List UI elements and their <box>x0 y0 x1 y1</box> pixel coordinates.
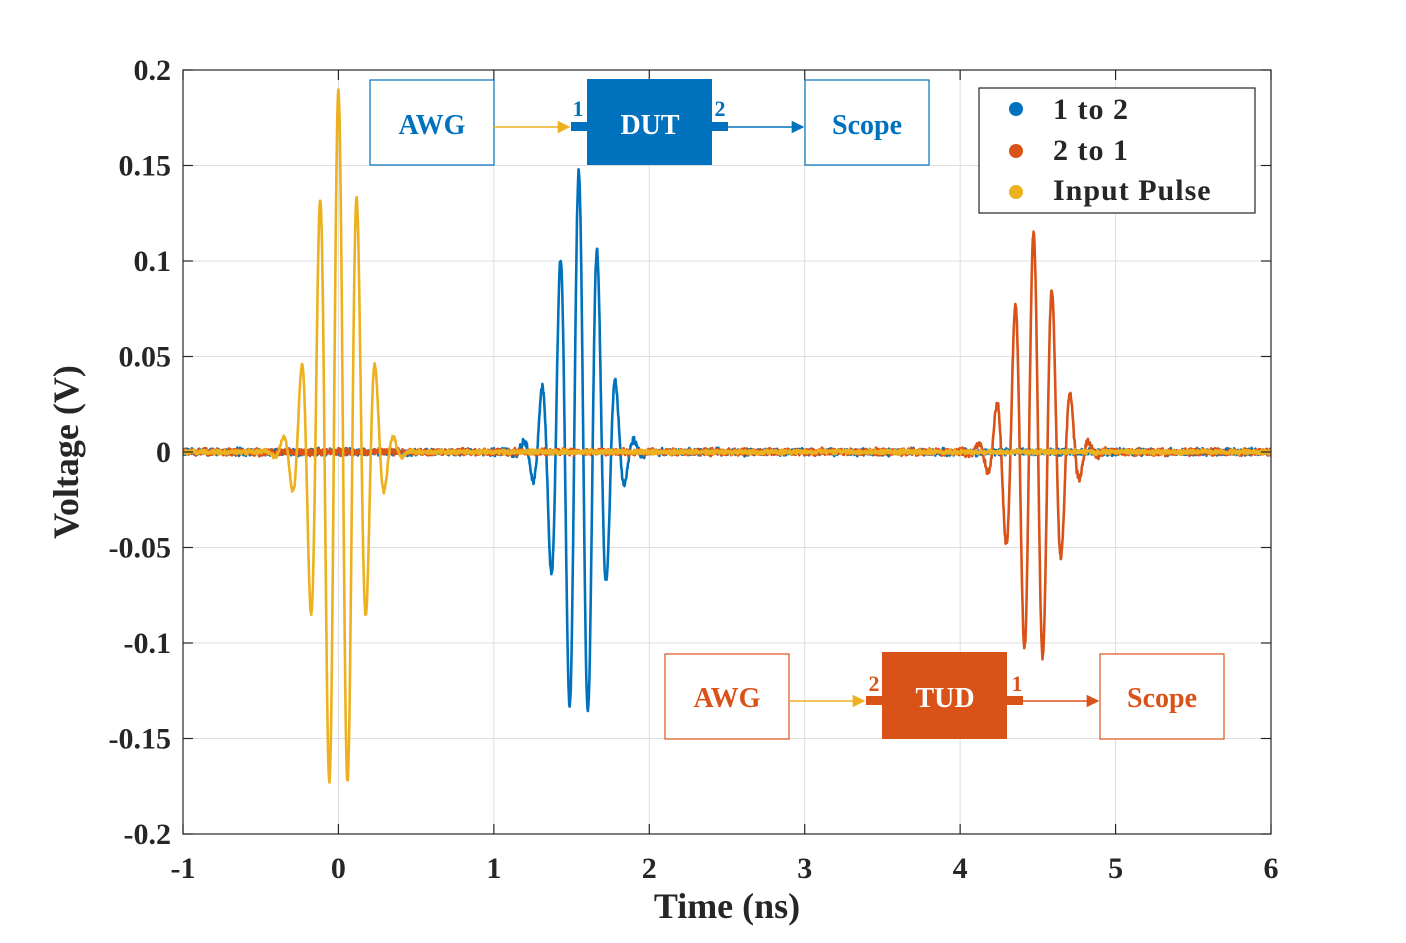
inset-top-awg-box <box>369 79 495 166</box>
y-tick-label: 0.2 <box>134 54 172 87</box>
inset-bottom-port-in-label: 2 <box>869 671 880 696</box>
x-tick-label: 2 <box>642 852 657 885</box>
inset-bottom-port-out-label: 1 <box>1012 671 1023 696</box>
y-tick-label: -0.15 <box>109 723 172 756</box>
inset-top-dut-box <box>587 79 712 165</box>
inset-top-port-in-label: 1 <box>573 96 584 121</box>
inset-bottom-tud-box <box>882 652 1007 739</box>
inset-top-port-in <box>571 122 588 131</box>
inset-bottom-scope-label: Scope <box>1127 683 1197 714</box>
legend-marker-2to1 <box>1009 144 1023 158</box>
y-tick-label: 0 <box>156 436 171 469</box>
x-tick-label: -1 <box>171 852 196 885</box>
y-tick-label: 0.1 <box>134 245 172 278</box>
inset-bottom-awg-box <box>664 653 790 740</box>
legend-label-2to1: 2 to 1 <box>1053 134 1129 167</box>
legend: 1 to 2 2 to 1 Input Pulse <box>978 87 1256 214</box>
series-layer <box>183 88 1271 784</box>
inset-top-dut-label: DUT <box>620 110 679 141</box>
ticks: -1 0 1 2 3 4 5 6 -0.2 -0.15 -0.1 -0.05 0 0.05 0.1 0.15 0… <box>109 54 1279 885</box>
inset-top-port-out <box>711 122 728 131</box>
inset-top-awg-label: AWG <box>399 110 466 141</box>
inset-top-diagram: AWG 1 DUT 2 Scope <box>369 79 930 166</box>
x-tick-label: 0 <box>331 852 346 885</box>
inset-bottom-scope-box <box>1099 653 1225 740</box>
legend-box <box>978 87 1256 214</box>
y-axis-label: Voltage (V) <box>46 365 86 539</box>
y-tick-label: 0.05 <box>119 341 172 374</box>
inset-bottom-port-out <box>1006 696 1023 705</box>
inset-bottom-port-in <box>866 696 883 705</box>
x-tick-label: 5 <box>1108 852 1123 885</box>
legend-marker-1to2 <box>1009 102 1023 116</box>
x-axis-label: Time (ns) <box>654 886 800 926</box>
y-tick-label: -0.2 <box>124 818 172 851</box>
inset-top-scope-box <box>804 79 930 166</box>
inset-top-port-out-label: 2 <box>715 96 726 121</box>
inset-bottom-diagram: AWG 2 TUD 1 Scope <box>664 652 1225 740</box>
legend-marker-input <box>1009 185 1023 199</box>
inset-bottom-tud-label: TUD <box>915 683 974 714</box>
x-tick-label: 1 <box>486 852 501 885</box>
y-tick-label: -0.05 <box>109 532 172 565</box>
series-line-2-to-1 <box>183 230 1271 661</box>
inset-top-scope-label: Scope <box>832 110 902 141</box>
x-tick-label: 4 <box>953 852 968 885</box>
inset-bottom-awg-label: AWG <box>694 683 761 714</box>
legend-label-1to2: 1 to 2 <box>1053 93 1129 126</box>
series-line-input-pulse <box>183 88 1271 784</box>
legend-label-input: Input Pulse <box>1053 174 1212 207</box>
y-tick-label: 0.15 <box>119 150 172 183</box>
y-tick-label: -0.1 <box>124 627 172 660</box>
x-tick-label: 3 <box>797 852 812 885</box>
x-tick-label: 6 <box>1264 852 1279 885</box>
